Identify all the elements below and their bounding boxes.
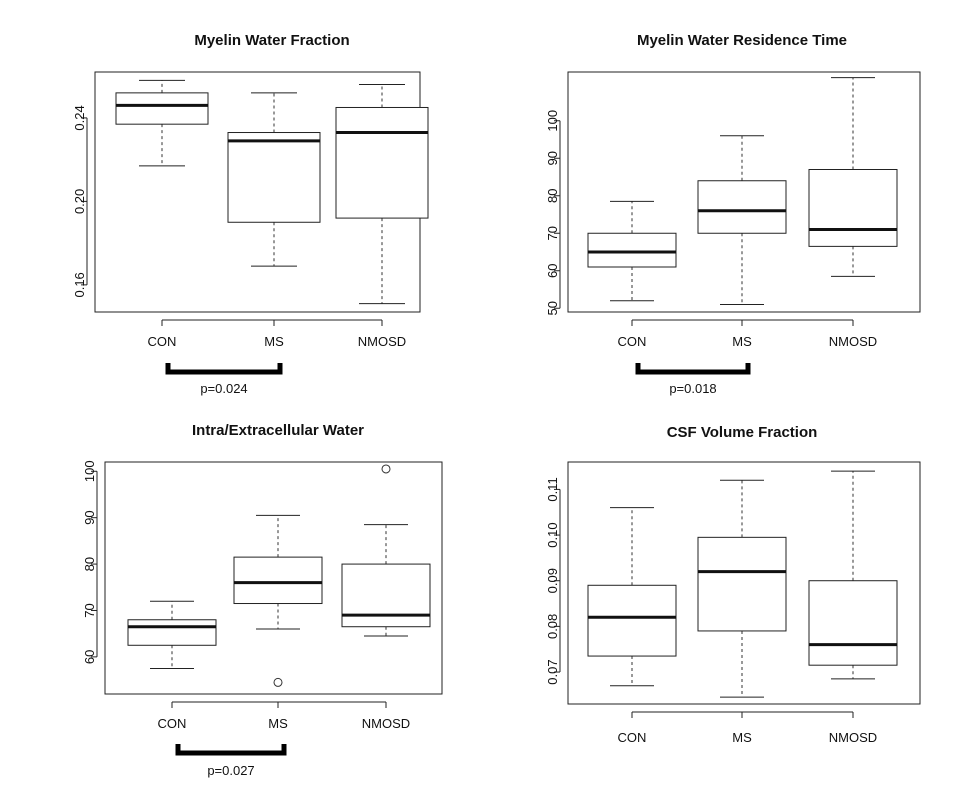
y-tick-label: 90	[545, 151, 560, 165]
iqr-box	[808, 169, 898, 247]
box-nmosd	[335, 84, 429, 305]
x-category-label: CON	[158, 716, 187, 731]
y-tick-label: 0.08	[545, 614, 560, 639]
p-value-label: p=0.024	[200, 381, 247, 396]
x-category-label: MS	[732, 334, 752, 349]
y-tick-label: 100	[545, 110, 560, 132]
y-tick-label: 70	[545, 226, 560, 240]
y-tick-label: 80	[82, 557, 97, 571]
box-con	[115, 79, 209, 167]
y-tick-label: 70	[82, 603, 97, 617]
plot-frame	[104, 461, 443, 695]
iqr-box	[697, 536, 787, 632]
y-tick-label: 0.24	[72, 105, 87, 130]
box-con	[587, 200, 677, 302]
significance-bracket	[165, 363, 283, 375]
box-con	[127, 600, 217, 669]
box-ms	[227, 92, 321, 267]
iqr-box	[115, 92, 209, 125]
chart-title: CSF Volume Fraction	[667, 424, 818, 441]
chart-title: Myelin Water Residence Time	[637, 32, 847, 49]
x-category-label: NMOSD	[358, 334, 406, 349]
plot-frame	[567, 71, 921, 313]
plot-frame	[567, 461, 921, 705]
x-category-label: CON	[148, 334, 177, 349]
y-tick-label: 60	[82, 650, 97, 664]
panel-4: CSF Volume Fraction 0.07 0.08 0.09 0.10 0.11 C…	[545, 424, 921, 745]
chart-title: Myelin Water Fraction	[194, 32, 349, 49]
iqr-box	[127, 619, 217, 646]
outlier-point	[381, 464, 391, 474]
iqr-box	[341, 563, 431, 628]
p-value-label: p=0.027	[207, 763, 254, 778]
y-tick-label: 50	[545, 301, 560, 315]
box-ms	[697, 135, 787, 305]
x-category-label: MS	[264, 334, 284, 349]
iqr-box	[587, 584, 677, 657]
box-ms	[233, 514, 323, 687]
significance-bracket	[635, 363, 751, 375]
box-nmosd	[341, 464, 431, 637]
y-tick-label: 90	[82, 510, 97, 524]
x-category-label: NMOSD	[829, 334, 877, 349]
y-tick-label: 0.16	[72, 272, 87, 297]
box-nmosd	[808, 77, 898, 277]
x-category-label: MS	[268, 716, 288, 731]
box-ms	[697, 479, 787, 698]
x-category-label: NMOSD	[362, 716, 410, 731]
panel-2: Myelin Water Residence Time 50 60 70 80 90 100…	[545, 32, 921, 396]
y-tick-label: 100	[82, 460, 97, 482]
box-con	[587, 507, 677, 687]
outlier-point	[273, 677, 283, 687]
y-tick-label: 0.10	[545, 522, 560, 547]
y-tick-label: 80	[545, 189, 560, 203]
chart-title: Intra/Extracellular Water	[192, 422, 364, 439]
iqr-box	[808, 580, 898, 666]
x-category-label: MS	[732, 730, 752, 745]
iqr-box	[587, 232, 677, 268]
iqr-box	[233, 556, 323, 605]
panel-3: Intra/Extracellular Water 60 70 80 90 100 CON M…	[82, 422, 443, 778]
y-tick-label: 0.11	[545, 477, 560, 501]
panel-1: Myelin Water Fraction 0.16 0.20 0.24 CON MS NM…	[72, 32, 429, 396]
x-category-label: CON	[618, 334, 647, 349]
y-tick-label: 0.09	[545, 568, 560, 593]
y-tick-label: 60	[545, 264, 560, 278]
y-tick-label: 0.07	[545, 659, 560, 684]
x-category-label: CON	[618, 730, 647, 745]
iqr-box	[227, 132, 321, 223]
p-value-label: p=0.018	[669, 381, 716, 396]
y-tick-label: 0.20	[72, 189, 87, 214]
iqr-box	[335, 106, 429, 219]
iqr-box	[697, 180, 787, 234]
significance-bracket	[175, 744, 287, 756]
box-nmosd	[808, 470, 898, 680]
x-category-label: NMOSD	[829, 730, 877, 745]
